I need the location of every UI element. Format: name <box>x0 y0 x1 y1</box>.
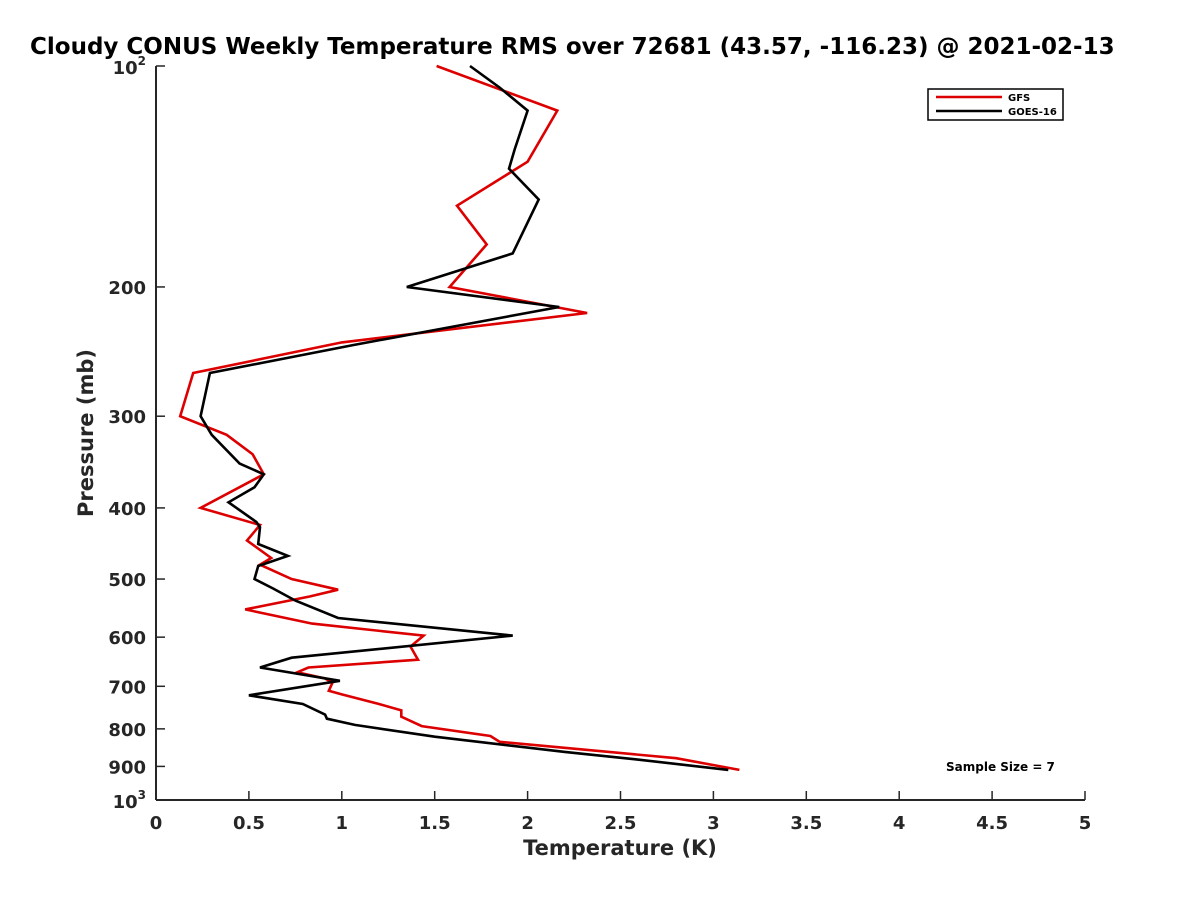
y-tick-label: 700 <box>108 677 146 698</box>
y-tick-label: 102 <box>113 54 146 79</box>
x-tick-label: 1 <box>336 813 349 834</box>
y-tick-label: 400 <box>108 499 146 520</box>
x-tick-label: 1.5 <box>419 813 451 834</box>
y-tick-label: 103 <box>113 788 146 813</box>
x-tick-label: 3.5 <box>790 813 822 834</box>
x-tick-label: 4.5 <box>976 813 1008 834</box>
x-tick-label: 4 <box>893 813 906 834</box>
y-axis-label: Pressure (mb) <box>74 349 98 517</box>
series-line-gfs <box>178 64 740 772</box>
legend-label-goes-16: GOES-16 <box>1008 107 1057 118</box>
x-tick-label: 2 <box>521 813 534 834</box>
legend-box <box>927 88 1064 121</box>
chart-title: Cloudy CONUS Weekly Temperature RMS over… <box>30 34 1115 60</box>
legend-label-gfs: GFS <box>1008 93 1030 104</box>
legend: GFS GOES-16 <box>927 88 1064 121</box>
plot-area: 0 0.5 1 1.5 2 2.5 3 3.5 4 4.5 5 102 200 300 400 500 600 7… <box>108 54 1091 834</box>
sample-size-note: Sample Size = 7 <box>946 760 1055 774</box>
x-axis-label: Temperature (K) <box>523 836 717 860</box>
x-tick-label: 5 <box>1079 813 1092 834</box>
y-tick-label: 600 <box>108 628 146 649</box>
y-tick-label: 300 <box>108 407 146 428</box>
y-tick-label: 900 <box>108 757 146 778</box>
y-tick-label: 500 <box>108 570 146 591</box>
x-tick-label: 0.5 <box>233 813 265 834</box>
y-tick-label: 800 <box>108 720 146 741</box>
series-line-goes-16 <box>199 64 729 772</box>
x-tick-label: 0 <box>150 813 163 834</box>
x-tick-label: 3 <box>707 813 720 834</box>
y-tick-label: 200 <box>108 278 146 299</box>
x-tick-label: 2.5 <box>605 813 637 834</box>
